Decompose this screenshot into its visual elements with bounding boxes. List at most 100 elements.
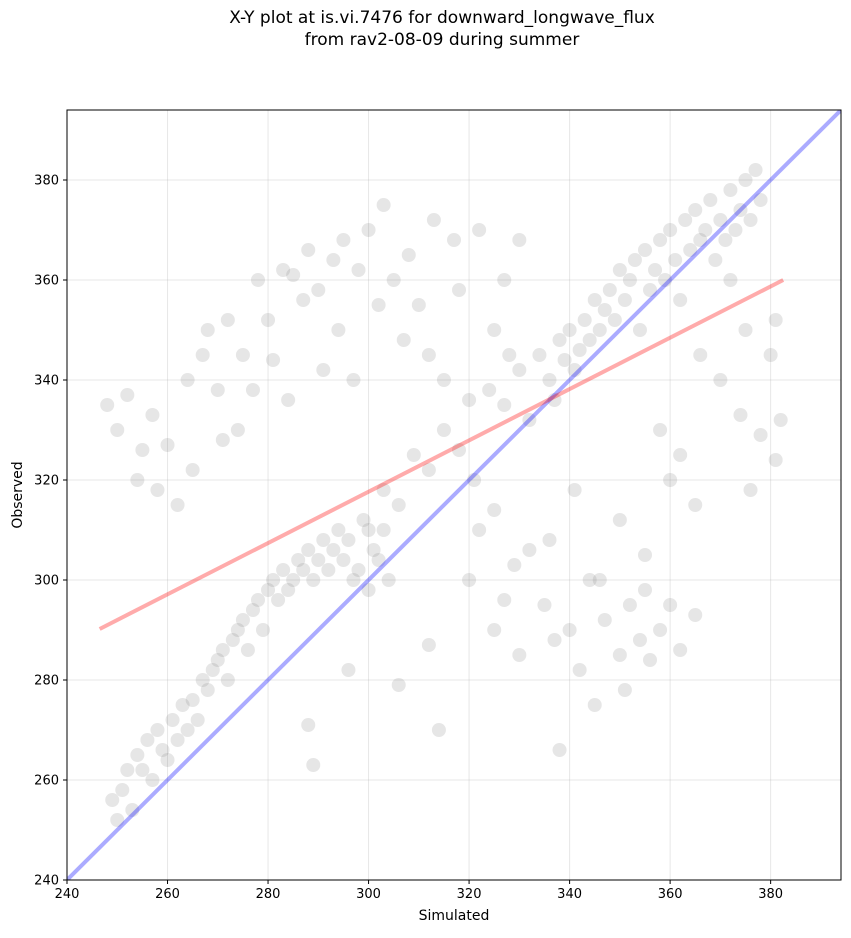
- point: [180, 723, 195, 737]
- point: [743, 483, 758, 497]
- point: [366, 543, 381, 557]
- point: [733, 408, 748, 422]
- point: [688, 203, 703, 217]
- y-tick-label: 240: [34, 874, 59, 889]
- point: [673, 293, 688, 307]
- point: [547, 393, 562, 407]
- point: [170, 498, 185, 512]
- x-tick-label: 300: [356, 887, 381, 902]
- point: [311, 553, 326, 567]
- point: [120, 388, 135, 402]
- point: [577, 313, 592, 327]
- point: [170, 733, 185, 747]
- point: [587, 293, 602, 307]
- point: [135, 443, 150, 457]
- point: [341, 663, 356, 677]
- point: [753, 193, 768, 207]
- point: [472, 223, 487, 237]
- point: [753, 428, 768, 442]
- point: [431, 723, 446, 737]
- point: [653, 623, 668, 637]
- point: [190, 713, 205, 727]
- point: [306, 758, 321, 772]
- point: [346, 573, 361, 587]
- point: [552, 743, 567, 757]
- point: [643, 283, 658, 297]
- point: [321, 563, 336, 577]
- point: [497, 273, 512, 287]
- point: [497, 398, 512, 412]
- point: [567, 363, 582, 377]
- point: [110, 813, 125, 827]
- point: [617, 293, 632, 307]
- point: [336, 233, 351, 247]
- x-axis-label: Simulated: [419, 908, 490, 924]
- point: [728, 223, 743, 237]
- point: [346, 373, 361, 387]
- point: [537, 598, 552, 612]
- point: [261, 313, 276, 327]
- point: [381, 573, 396, 587]
- point: [542, 533, 557, 547]
- y-tick-label: 280: [34, 674, 59, 689]
- point: [361, 223, 376, 237]
- point: [361, 523, 376, 537]
- point: [562, 623, 577, 637]
- point: [668, 253, 683, 267]
- point: [135, 763, 150, 777]
- point: [256, 623, 271, 637]
- point: [230, 423, 245, 437]
- point: [768, 313, 783, 327]
- point: [592, 573, 607, 587]
- point: [658, 273, 673, 287]
- point: [250, 593, 265, 607]
- point: [612, 263, 627, 277]
- point: [502, 348, 517, 362]
- point: [351, 263, 366, 277]
- point: [617, 683, 632, 697]
- point: [763, 348, 778, 362]
- point: [663, 598, 678, 612]
- point: [240, 643, 255, 657]
- y-tick-label: 320: [34, 474, 59, 489]
- point: [351, 563, 366, 577]
- point: [225, 633, 240, 647]
- point: [311, 283, 326, 297]
- point: [522, 543, 537, 557]
- point: [130, 748, 145, 762]
- point: [482, 383, 497, 397]
- point: [215, 643, 230, 657]
- x-tick-label: 240: [55, 887, 80, 902]
- point: [512, 233, 527, 247]
- point: [572, 343, 587, 357]
- point: [572, 663, 587, 677]
- point: [627, 253, 642, 267]
- point: [301, 543, 316, 557]
- point: [150, 723, 165, 737]
- fit-line: [67, 110, 841, 880]
- point: [245, 603, 260, 617]
- point: [130, 473, 145, 487]
- point: [296, 293, 311, 307]
- point: [230, 623, 245, 637]
- point: [316, 363, 331, 377]
- point: [376, 523, 391, 537]
- axes-frame: [66, 109, 842, 881]
- point: [356, 513, 371, 527]
- point: [557, 353, 572, 367]
- point: [748, 163, 763, 177]
- point: [210, 653, 225, 667]
- y-tick-label: 260: [34, 774, 59, 789]
- point: [487, 623, 502, 637]
- point: [140, 733, 155, 747]
- point: [120, 763, 135, 777]
- point: [195, 348, 210, 362]
- x-tick-label: 260: [155, 887, 180, 902]
- point: [421, 638, 436, 652]
- point: [582, 573, 597, 587]
- point: [487, 503, 502, 517]
- point: [567, 483, 582, 497]
- point: [512, 648, 527, 662]
- point: [271, 593, 286, 607]
- point: [507, 558, 522, 572]
